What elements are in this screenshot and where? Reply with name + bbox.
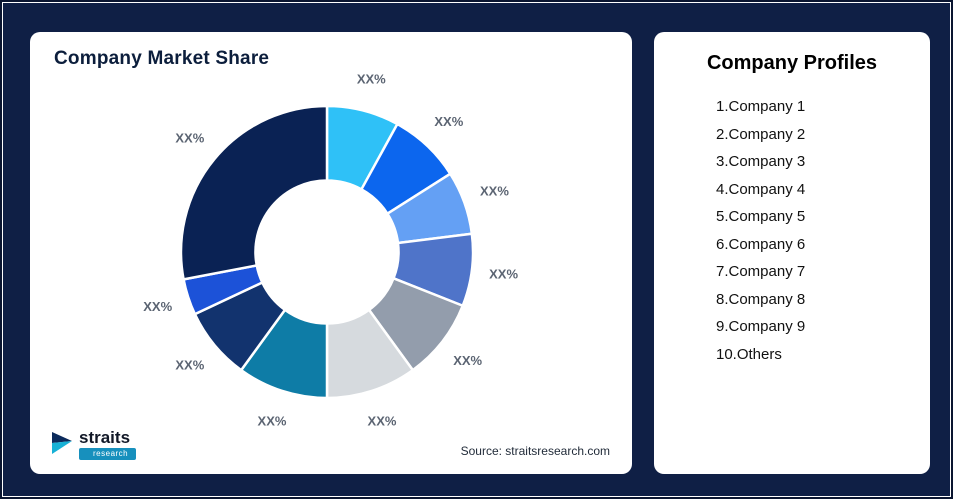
profile-item: 1.Company 1 xyxy=(716,98,806,115)
segment-label: XX% xyxy=(357,72,386,87)
company-profiles-list: 1.Company 1 2.Company 2 3.Company 3 4.Compa… xyxy=(716,93,930,368)
profile-item: 5.Company 5 xyxy=(716,208,806,225)
logo-name: straits xyxy=(79,428,131,447)
profiles-title: Company Profiles xyxy=(706,52,878,74)
profile-item: 6.Company 6 xyxy=(716,235,806,253)
segment-label: XX% xyxy=(143,299,172,314)
straits-logo-icon xyxy=(52,432,72,454)
donut-segment-others[interactable] xyxy=(179,104,329,281)
market-share-card: Company Market Share XX% XX% XX% XX% XX% XX% X… xyxy=(30,32,632,474)
segment-label: XX% xyxy=(258,413,287,428)
profile-item: 7.Company 7 xyxy=(716,263,806,280)
profile-item: 9.Company 9 xyxy=(716,318,806,335)
logo-subtitle: research xyxy=(79,448,137,460)
chart-title: Company Market Share xyxy=(54,48,270,69)
segment-label: XX% xyxy=(434,114,463,129)
segment-label: XX% xyxy=(489,266,518,281)
segment-label: XX% xyxy=(453,353,482,368)
segment-label: XX% xyxy=(175,131,204,146)
logo-text: straits research xyxy=(79,428,137,460)
profile-item: 2.Company 2 xyxy=(716,125,806,143)
straits-research-logo: straits research xyxy=(50,428,137,460)
source-attribution: Source: straitsresearch.com xyxy=(460,444,610,458)
segment-label: XX% xyxy=(175,357,204,372)
profile-item: 4.Company 4 xyxy=(716,180,806,198)
profile-item: 8.Company 8 xyxy=(716,290,806,308)
segment-label: XX% xyxy=(480,184,509,199)
market-share-donut-chart: XX% XX% XX% XX% XX% XX% XX% XX% XX% XX% xyxy=(143,72,518,429)
company-profiles-card: Company Profiles 1.Company 1 2.Company 2 3… xyxy=(654,32,930,474)
segment-label: XX% xyxy=(368,413,397,428)
profile-item: 3.Company 3 xyxy=(716,153,806,170)
profile-item: 10.Others xyxy=(716,345,782,363)
